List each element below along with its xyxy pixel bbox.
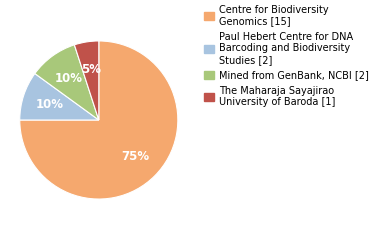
Text: 5%: 5% [81,63,101,76]
Text: 10%: 10% [36,98,64,111]
Wedge shape [74,41,99,120]
Wedge shape [20,41,178,199]
Wedge shape [20,73,99,120]
Legend: Centre for Biodiversity
Genomics [15], Paul Hebert Centre for DNA
Barcoding and : Centre for Biodiversity Genomics [15], P… [204,5,369,107]
Text: 10%: 10% [55,72,82,85]
Wedge shape [35,45,99,120]
Text: 75%: 75% [121,150,149,163]
